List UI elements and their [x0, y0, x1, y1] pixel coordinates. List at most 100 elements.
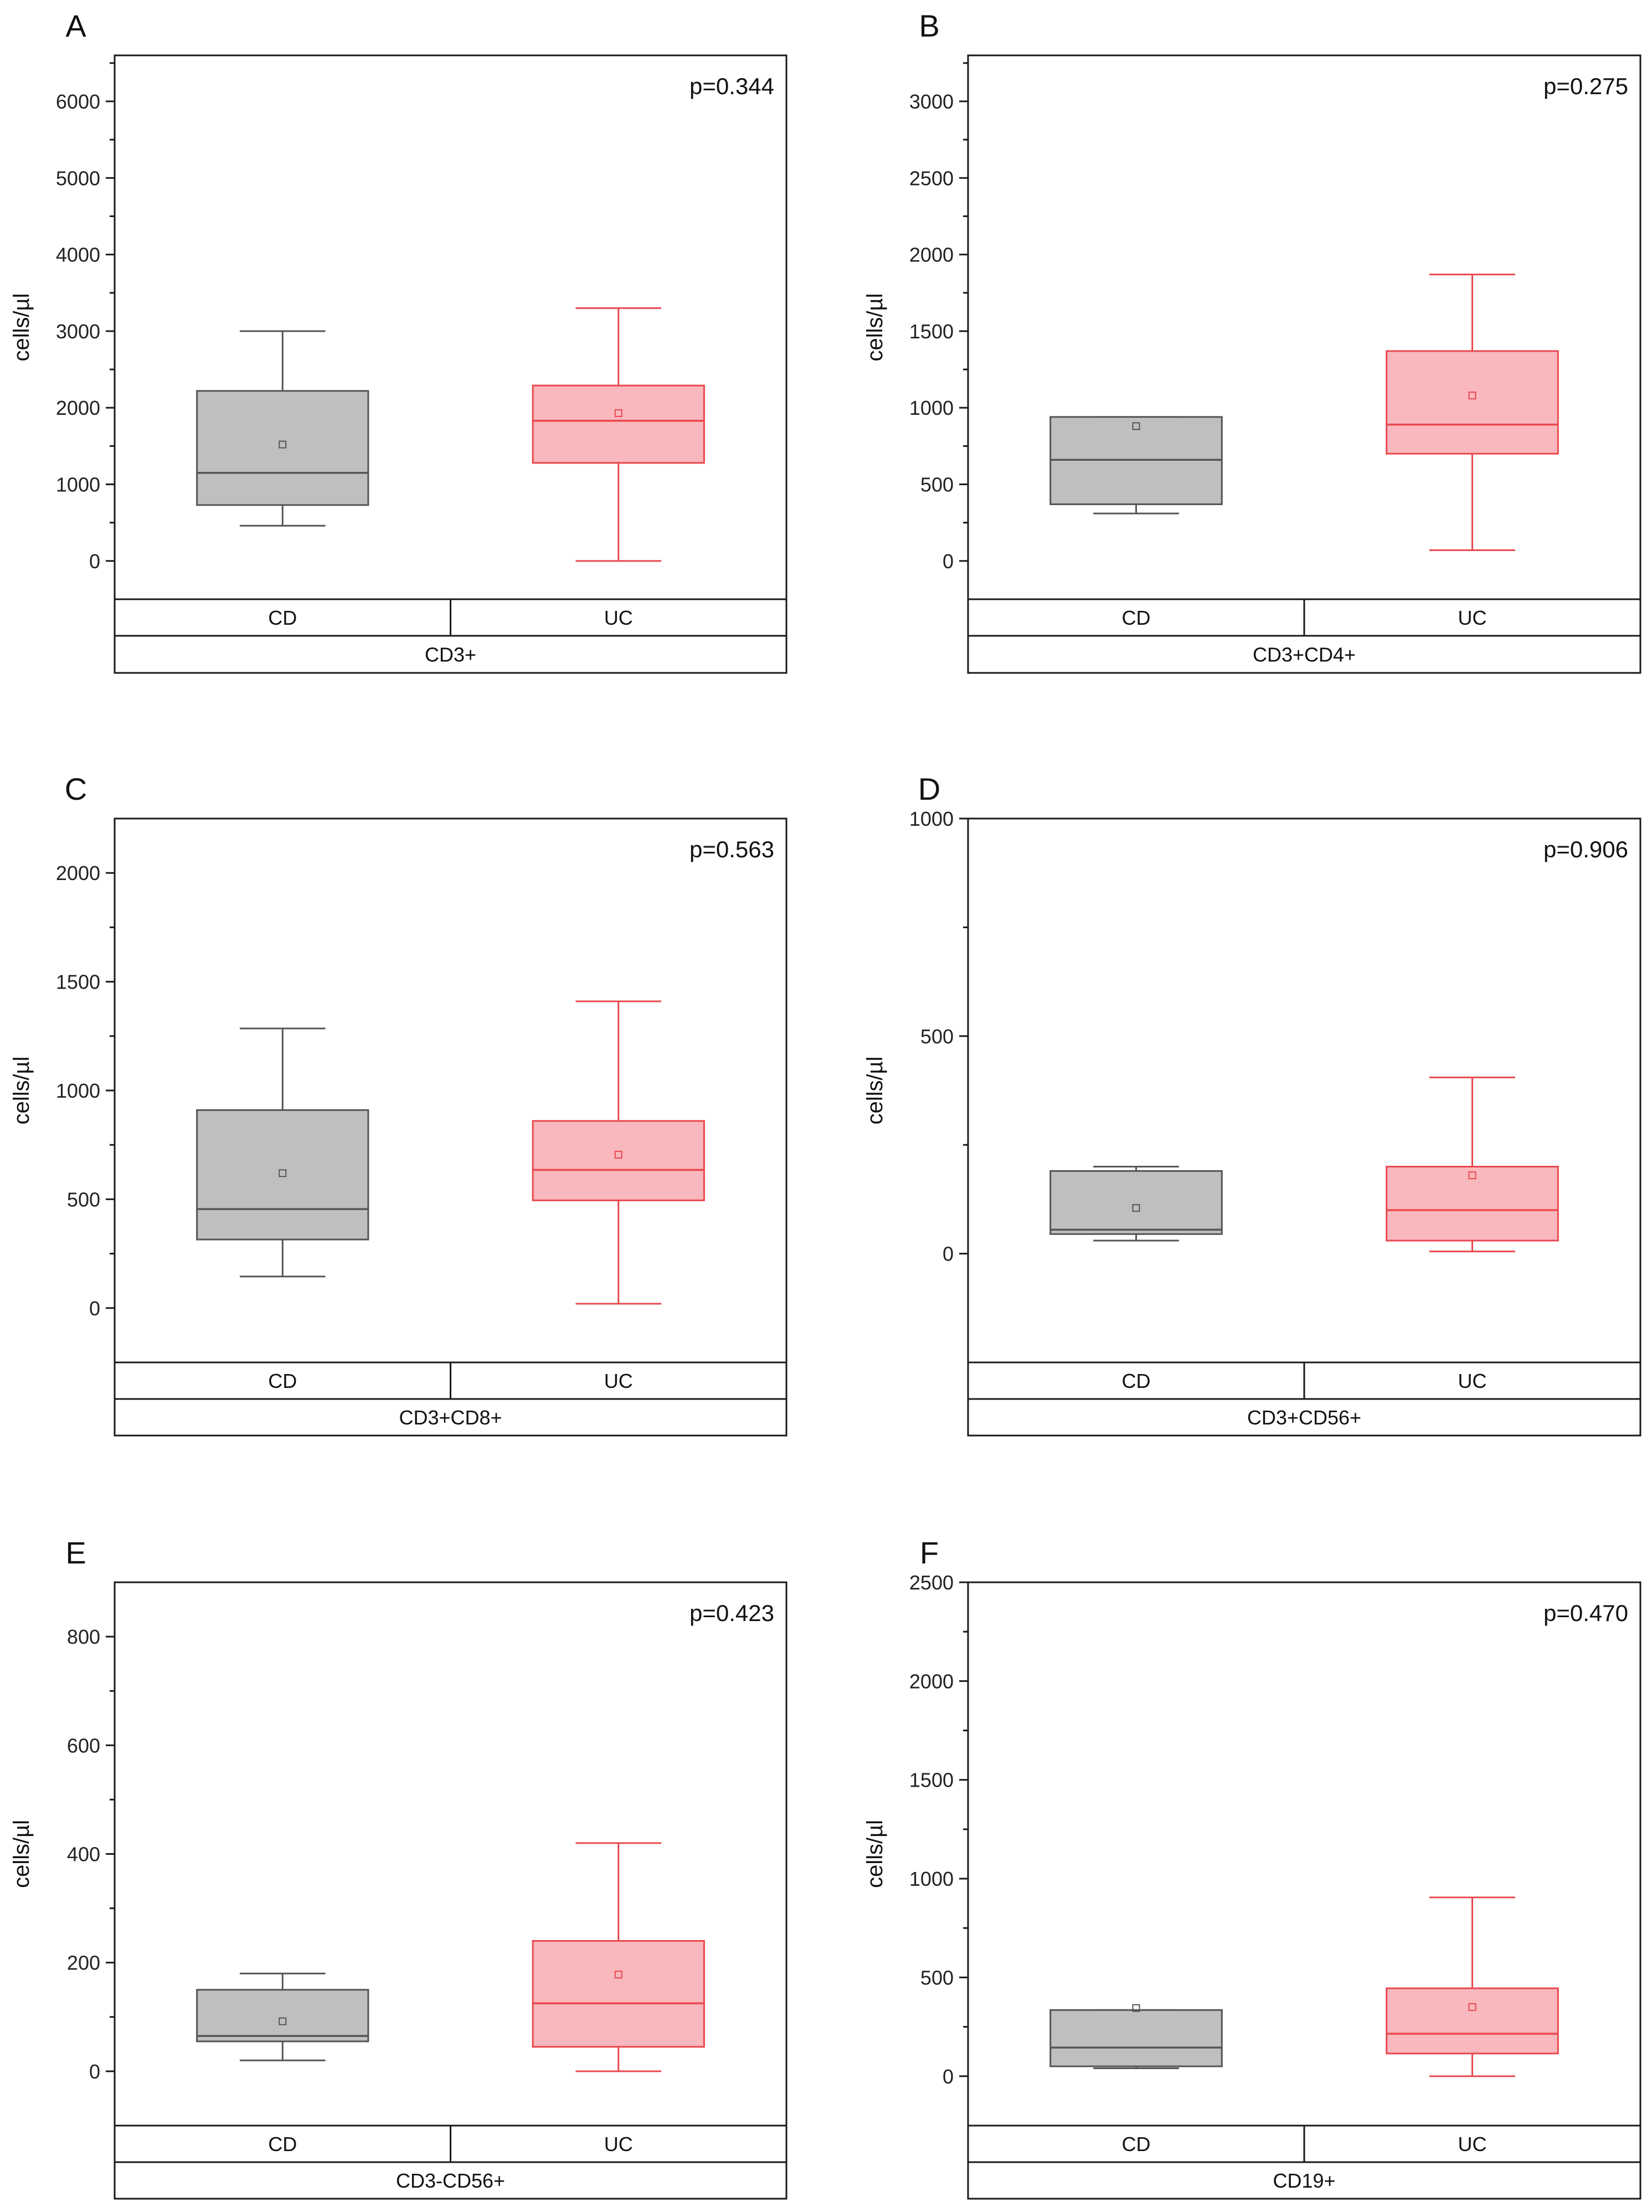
category-label: CD [1122, 606, 1151, 629]
category-label: CD [1122, 2133, 1151, 2156]
mean-marker [614, 1150, 622, 1159]
mean-marker [1132, 422, 1140, 430]
panel-frame [114, 817, 788, 1437]
category-label: CD [268, 606, 297, 629]
y-tick-label: 500 [920, 1966, 954, 1989]
category-label: UC [1458, 606, 1487, 629]
panel-frame [967, 54, 1641, 674]
y-tick-label: 4000 [56, 244, 100, 266]
box-cd [196, 330, 369, 527]
y-axis-label: cells/µl [863, 1056, 887, 1124]
panel-letter: C [65, 771, 87, 806]
p-value-label: p=0.906 [1543, 836, 1628, 862]
group-label: CD3-CD56+ [396, 2169, 505, 2192]
panel-letter: D [918, 771, 940, 806]
group-label: CD19+ [1273, 2169, 1335, 2192]
panel-letter: B [919, 8, 939, 43]
panel-c: Cp=0.563 cells/µl 0 500 1000 1500 2000 CD UC CD3+… [9, 771, 788, 1437]
y-tick-label: 2500 [909, 167, 954, 189]
panel-frame [114, 1581, 788, 2200]
iqr-box [1386, 1165, 1559, 1242]
y-tick-label: 5000 [56, 167, 100, 189]
iqr-box [196, 1109, 369, 1241]
panel-frame [967, 1581, 1641, 2200]
iqr-box [1386, 1987, 1559, 2055]
y-tick-label: 3000 [909, 90, 954, 113]
y-tick-label: 400 [67, 1843, 100, 1866]
panel-frame [967, 817, 1641, 1437]
p-value-label: p=0.344 [689, 73, 774, 99]
y-axis-label: cells/µl [9, 293, 34, 361]
y-tick-label: 2000 [56, 862, 100, 884]
box-cd [1049, 416, 1223, 515]
y-tick-label: 1000 [909, 1868, 954, 1890]
mean-marker [614, 1971, 622, 1979]
panel-frame [114, 54, 788, 674]
y-tick-label: 0 [943, 2065, 954, 2088]
category-label: UC [604, 606, 633, 629]
y-tick-label: 1500 [909, 320, 954, 343]
panel-d: Dp=0.906 cells/µl 0 500 1000 CD UC CD3+CD56+ [863, 771, 1641, 1437]
y-tick-label: 2000 [56, 397, 100, 419]
y-tick-label: 200 [67, 1952, 100, 1974]
p-value-label: p=0.470 [1543, 1600, 1628, 1626]
box-uc [1386, 1896, 1559, 2077]
iqr-box [1049, 2009, 1223, 2067]
iqr-box [532, 1120, 705, 1201]
y-axis-label: cells/µl [9, 1820, 34, 1888]
category-label: UC [1458, 2133, 1487, 2156]
y-tick-label: 2000 [909, 1670, 954, 1693]
category-label: CD [1122, 1370, 1151, 1392]
y-tick-label: 1000 [909, 397, 954, 419]
mean-marker [1468, 1171, 1476, 1180]
box-uc [1386, 1076, 1559, 1253]
category-label: CD [268, 2133, 297, 2156]
panel-letter: F [920, 1535, 939, 1570]
y-tick-label: 1000 [56, 474, 100, 496]
panel-a: Ap=0.344 cells/µl 0 1000 2000 3000 4000 5000 600… [9, 8, 788, 674]
panel-letter: A [65, 8, 86, 43]
y-tick-label: 0 [943, 1243, 954, 1266]
iqr-box [1049, 1170, 1223, 1235]
box-uc [532, 307, 705, 562]
y-axis-label: cells/µl [863, 1820, 887, 1888]
y-tick-label: 500 [67, 1188, 100, 1211]
y-tick-label: 1000 [56, 1079, 100, 1102]
p-value-label: p=0.563 [689, 836, 774, 862]
mean-marker [279, 1169, 287, 1177]
category-label: UC [1458, 1370, 1487, 1392]
y-tick-label: 0 [89, 2060, 100, 2083]
category-label: UC [604, 1370, 633, 1392]
panel-letter: E [65, 1535, 86, 1570]
y-axis-label: cells/µl [863, 293, 887, 361]
mean-marker [279, 440, 287, 449]
y-tick-label: 500 [920, 474, 954, 496]
p-value-label: p=0.275 [1543, 73, 1628, 99]
iqr-box [532, 384, 705, 464]
group-label: CD3+CD4+ [1253, 644, 1356, 666]
box-uc [1386, 274, 1559, 551]
box-cd [1049, 1165, 1223, 1242]
box-uc [532, 1842, 705, 2072]
panel-e: Ep=0.423 cells/µl 0 200 400 600 800 CD UC CD3-CD5… [9, 1535, 788, 2200]
y-tick-label: 500 [920, 1025, 954, 1048]
category-label: CD [268, 1370, 297, 1392]
mean-marker [1468, 392, 1476, 400]
group-label: CD3+CD8+ [399, 1406, 502, 1429]
y-axis-label: cells/µl [9, 1056, 34, 1124]
y-tick-label: 1500 [56, 971, 100, 994]
y-tick-label: 1000 [909, 807, 954, 830]
category-label: UC [604, 2133, 633, 2156]
y-tick-label: 2500 [909, 1571, 954, 1594]
mean-marker [1468, 2003, 1476, 2011]
y-tick-label: 600 [67, 1734, 100, 1757]
y-tick-label: 800 [67, 1625, 100, 1648]
panel-f: Fp=0.470 cells/µl 0 500 1000 1500 2000 2500 CD UC… [863, 1535, 1641, 2200]
iqr-box [1386, 350, 1559, 455]
box-cd [196, 1972, 369, 2061]
y-tick-label: 2000 [909, 244, 954, 266]
box-cd [196, 1027, 369, 1278]
iqr-box [532, 1940, 705, 2048]
